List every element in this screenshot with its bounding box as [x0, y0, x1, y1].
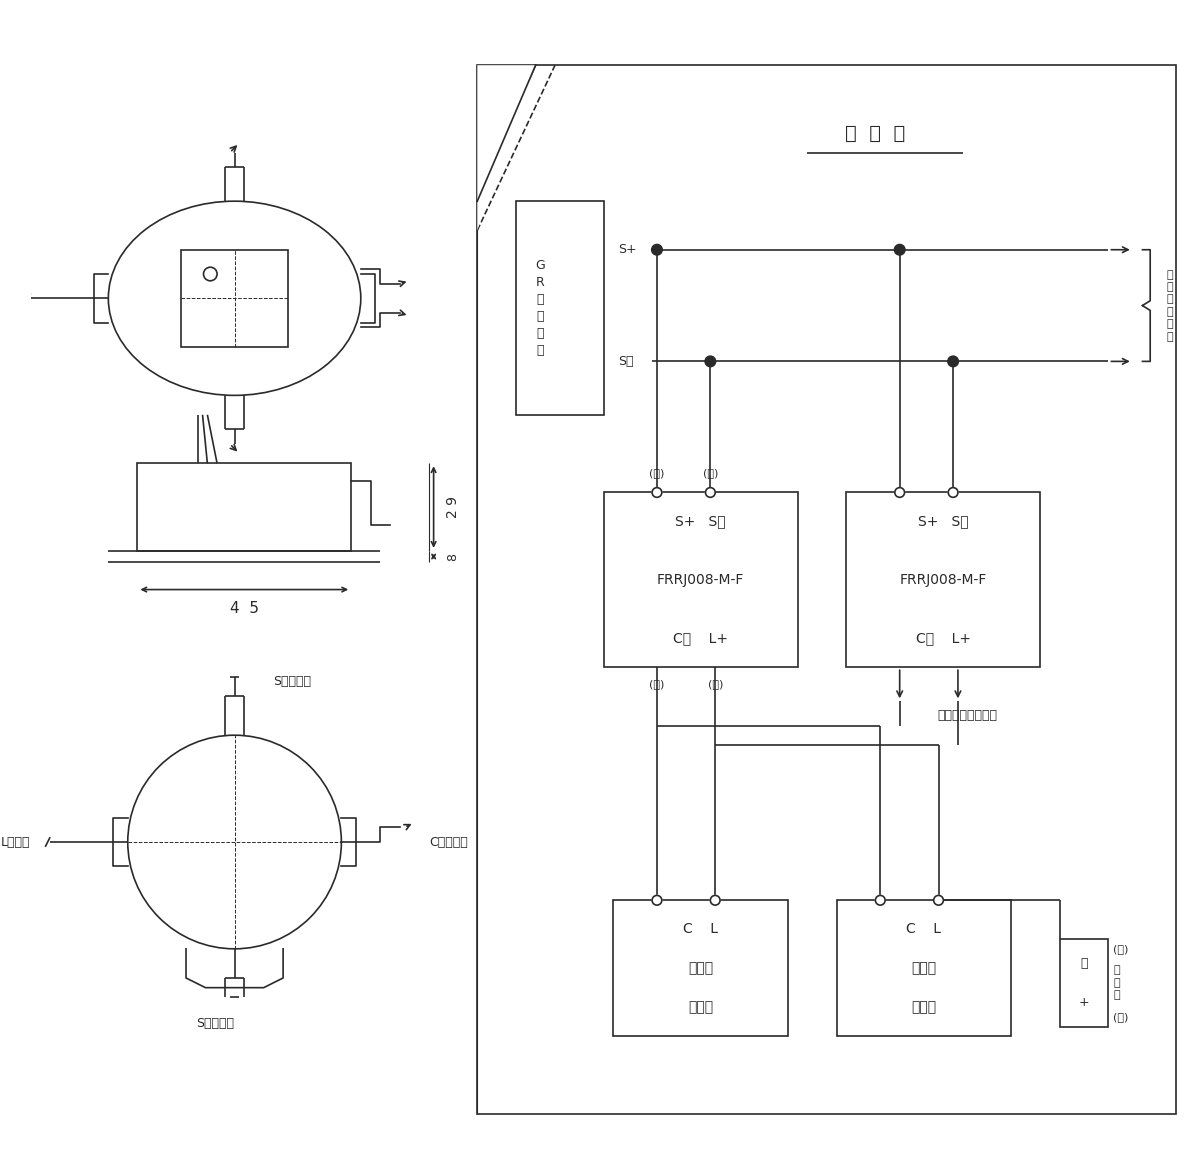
Text: S－（黒）: S－（黒） — [196, 1017, 234, 1029]
Bar — [604, 492, 798, 667]
Text: FRRJ008-M-F: FRRJ008-M-F — [656, 573, 744, 586]
Text: 接  続  図: 接 続 図 — [845, 124, 906, 143]
Bar — [836, 900, 1012, 1036]
Text: 終
端
器: 終 端 器 — [1114, 965, 1120, 1000]
Text: C－    L+: C－ L+ — [916, 631, 971, 645]
Circle shape — [652, 245, 662, 255]
Text: C    L: C L — [906, 922, 942, 936]
Bar — [516, 201, 604, 415]
Text: (赤): (赤) — [1114, 1012, 1129, 1021]
Circle shape — [652, 896, 661, 905]
Text: (青): (青) — [1114, 944, 1129, 954]
Circle shape — [127, 735, 341, 949]
Bar — [613, 900, 788, 1036]
Bar — [1060, 940, 1109, 1027]
Text: 感知器及び終端器: 感知器及び終端器 — [937, 710, 997, 722]
Bar — [181, 250, 288, 347]
Text: 感知器: 感知器 — [688, 1000, 713, 1014]
Text: L（赤）: L（赤） — [1, 836, 31, 849]
Text: 4  5: 4 5 — [229, 601, 259, 616]
Polygon shape — [478, 66, 535, 230]
Text: G
R
型
受
信
機: G R 型 受 信 機 — [535, 259, 545, 356]
Circle shape — [934, 896, 943, 905]
Text: S+   S－: S+ S－ — [918, 514, 968, 529]
Text: 一般型: 一般型 — [911, 961, 936, 975]
Text: 次
の
中
継
器
へ: 次 の 中 継 器 へ — [1166, 269, 1174, 342]
Text: +: + — [1079, 996, 1090, 1009]
Text: 8: 8 — [446, 552, 460, 560]
Text: S+: S+ — [618, 243, 637, 256]
Text: (赤): (赤) — [708, 678, 722, 689]
Circle shape — [894, 245, 905, 255]
Text: 一般型: 一般型 — [688, 961, 713, 975]
Bar — [478, 66, 1176, 1114]
Text: 2 9: 2 9 — [446, 496, 460, 518]
Bar — [846, 492, 1040, 667]
Text: C    L: C L — [683, 922, 718, 936]
Text: －: － — [1080, 957, 1088, 971]
Text: 感知器: 感知器 — [911, 1000, 936, 1014]
Circle shape — [948, 356, 959, 367]
Text: C－    L+: C－ L+ — [673, 631, 728, 645]
Ellipse shape — [108, 201, 361, 396]
Text: (青): (青) — [649, 678, 665, 689]
Circle shape — [876, 896, 886, 905]
Text: (橙): (橙) — [649, 468, 665, 478]
Text: S＋（橙）: S＋（橙） — [274, 675, 312, 689]
Circle shape — [706, 488, 715, 497]
Circle shape — [710, 896, 720, 905]
Circle shape — [706, 356, 715, 367]
Text: (黒): (黒) — [703, 468, 718, 478]
Text: FRRJ008-M-F: FRRJ008-M-F — [900, 573, 988, 586]
Text: S+   S－: S+ S－ — [676, 514, 726, 529]
Circle shape — [948, 488, 958, 497]
Text: C－（青）: C－（青） — [428, 836, 468, 849]
Circle shape — [895, 488, 905, 497]
Text: S－: S－ — [618, 355, 634, 368]
Bar — [138, 463, 352, 551]
Circle shape — [652, 488, 661, 497]
